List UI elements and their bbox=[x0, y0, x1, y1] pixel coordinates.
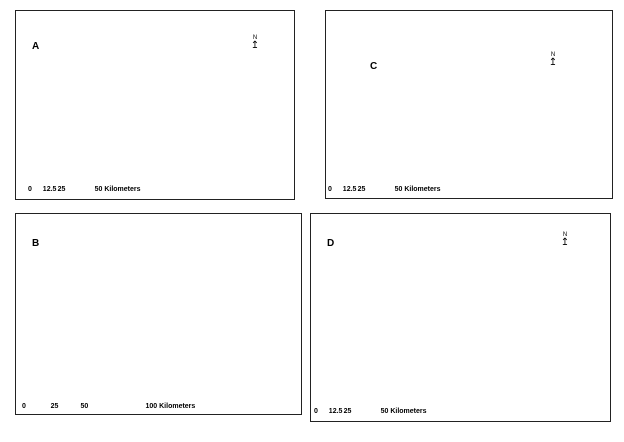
scale-label: 0 bbox=[28, 186, 32, 193]
scale-label: 25 bbox=[57, 186, 66, 193]
scale-label: 50 bbox=[80, 403, 89, 410]
scale-label: 0 bbox=[314, 408, 318, 415]
panel-label: C bbox=[370, 61, 378, 72]
scale-label: 50 Kilometers bbox=[394, 186, 441, 193]
panel-c: C bbox=[325, 10, 613, 199]
scale-label: 12.5 bbox=[328, 408, 343, 415]
scale-label: 12.5 bbox=[42, 186, 57, 193]
panel-a: A bbox=[15, 10, 295, 200]
stream-segment bbox=[488, 427, 490, 430]
scale-label: 50 Kilometers bbox=[94, 186, 141, 193]
panel-label: A bbox=[32, 41, 40, 52]
scale-label: 0 bbox=[22, 403, 26, 410]
scale-label: 100 Kilometers bbox=[145, 403, 196, 410]
panel-label: D bbox=[327, 238, 335, 249]
scale-label: 0 bbox=[328, 186, 332, 193]
panel-b: B bbox=[15, 213, 302, 415]
scale-label: 25 bbox=[343, 408, 352, 415]
panel-d: D bbox=[310, 213, 611, 422]
scale-label: 25 bbox=[50, 403, 59, 410]
panel-label: B bbox=[32, 238, 40, 249]
scale-label: 50 Kilometers bbox=[380, 408, 427, 415]
scale-label: 25 bbox=[357, 186, 366, 193]
stream-segment bbox=[492, 424, 495, 428]
north-arrow-icon: N ↥ bbox=[560, 232, 570, 248]
stream-segment bbox=[490, 427, 491, 430]
scale-label: 12.5 bbox=[342, 186, 357, 193]
stream-segment bbox=[495, 428, 496, 432]
stream-segment bbox=[490, 424, 492, 428]
north-arrow-icon: N ↥ bbox=[250, 35, 260, 51]
north-arrow-icon: N ↥ bbox=[548, 52, 558, 68]
